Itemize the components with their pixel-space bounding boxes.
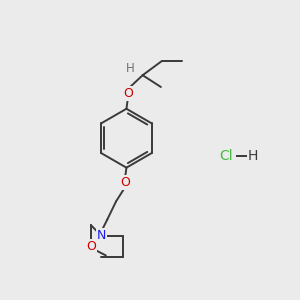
Text: O: O: [123, 87, 133, 100]
Text: N: N: [97, 229, 106, 242]
Text: Cl: Cl: [220, 149, 233, 163]
Text: H: H: [126, 62, 135, 75]
Text: O: O: [120, 176, 130, 190]
Text: H: H: [248, 149, 258, 163]
Text: O: O: [86, 240, 96, 253]
